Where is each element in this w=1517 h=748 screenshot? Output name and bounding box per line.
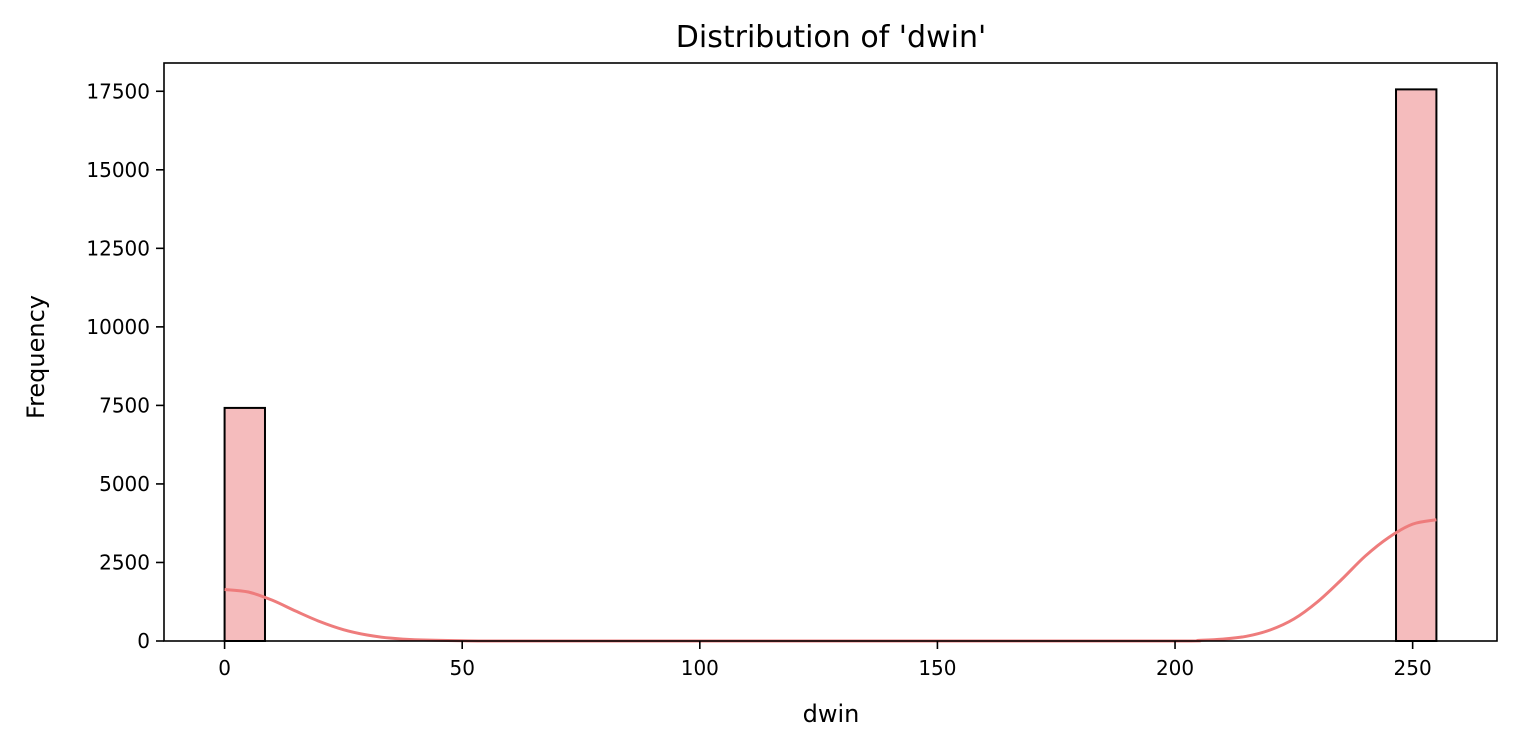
x-tick-label: 50 bbox=[449, 656, 474, 680]
y-tick-label: 0 bbox=[137, 629, 150, 653]
x-tick-label: 100 bbox=[681, 656, 719, 680]
bars-layer bbox=[223, 88, 1438, 642]
histogram-bar-0 bbox=[223, 406, 266, 642]
histogram-bar-1 bbox=[1395, 88, 1438, 642]
y-axis-label: Frequency bbox=[22, 295, 50, 419]
x-tick-label: 0 bbox=[218, 656, 231, 680]
y-tick-label: 5000 bbox=[99, 472, 150, 496]
y-tick-label: 2500 bbox=[99, 550, 150, 574]
y-tick-label: 7500 bbox=[99, 393, 150, 417]
x-tick-label: 200 bbox=[1156, 656, 1194, 680]
x-axis-label: dwin bbox=[803, 700, 860, 728]
x-tick-label: 250 bbox=[1394, 656, 1432, 680]
plot-frame bbox=[163, 62, 1498, 642]
y-tick-label: 15000 bbox=[86, 158, 150, 182]
x-tick-label: 150 bbox=[918, 656, 956, 680]
kde-line bbox=[224, 518, 1437, 643]
y-tick-label: 10000 bbox=[86, 315, 150, 339]
y-tick-label: 17500 bbox=[86, 79, 150, 103]
x-axis-ticks: 0 50 100 150 200 250 bbox=[218, 641, 1432, 680]
kde-layer bbox=[224, 518, 1437, 643]
chart-title: Distribution of 'dwin' bbox=[676, 20, 986, 55]
y-axis-ticks: 0 2500 5000 7500 10000 12500 15000 17500 bbox=[86, 79, 164, 653]
y-tick-label: 12500 bbox=[86, 236, 150, 260]
